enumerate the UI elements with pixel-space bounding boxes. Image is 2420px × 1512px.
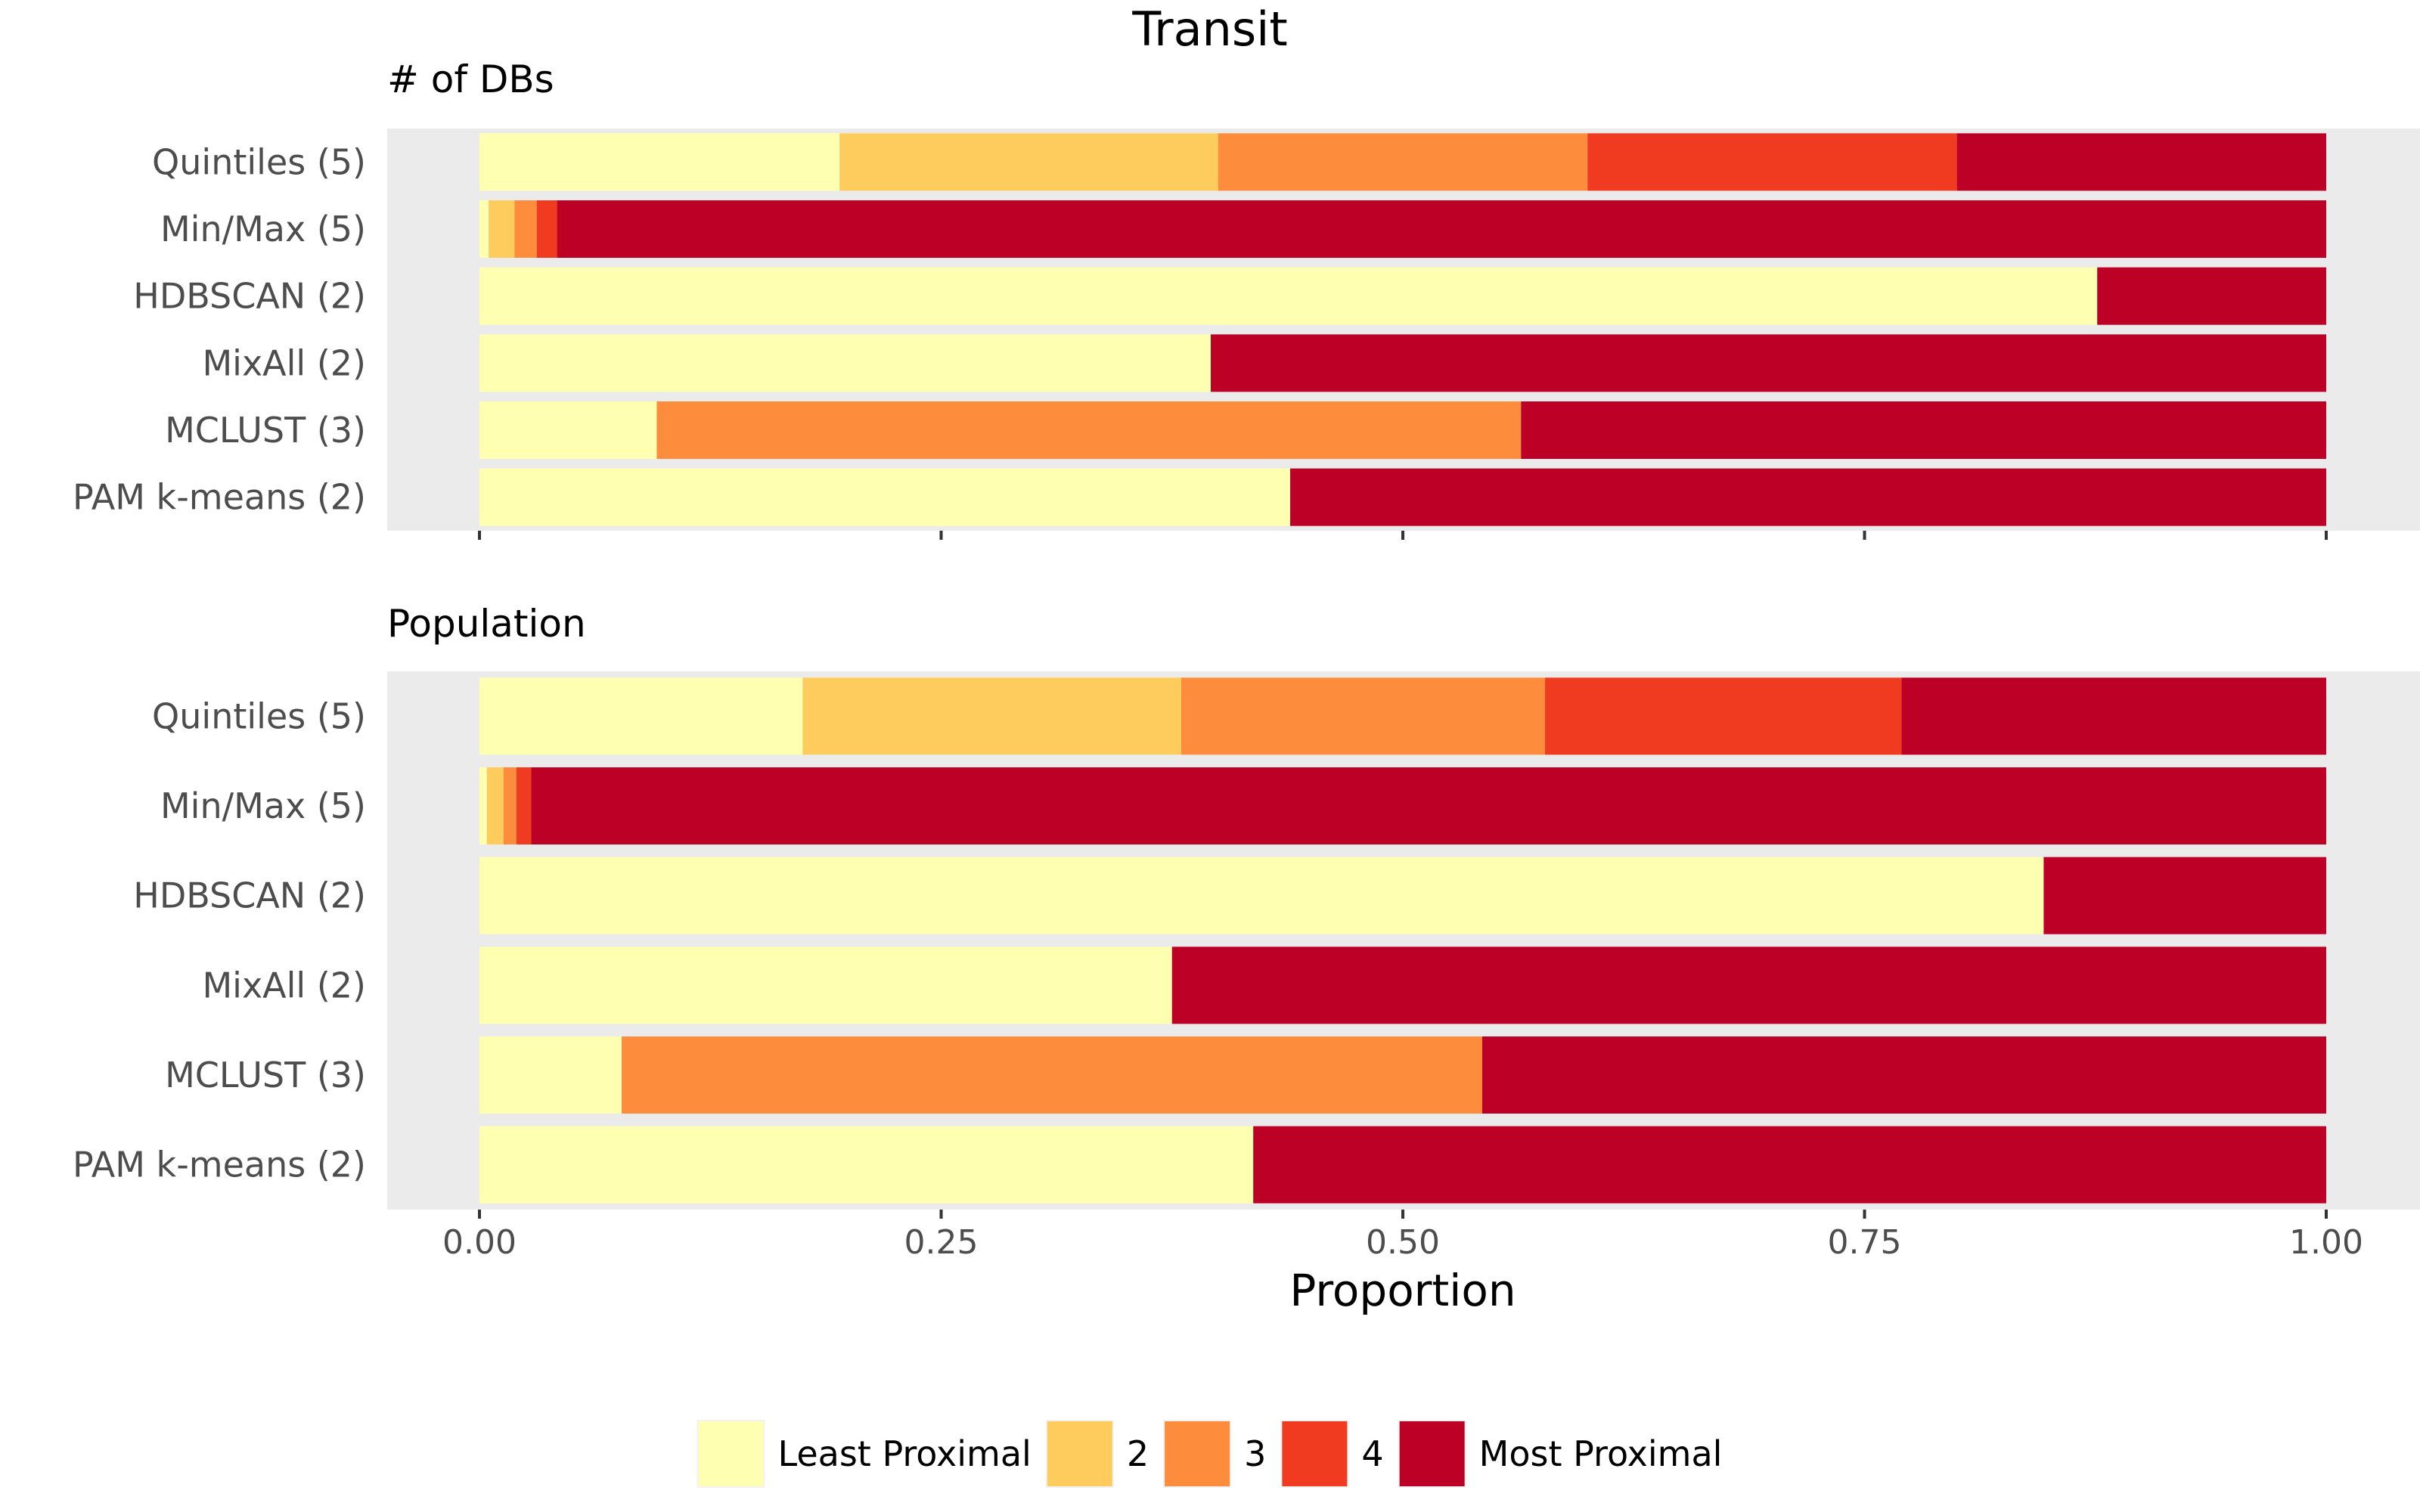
- bar-segment-min-max-5-3: [514, 200, 537, 258]
- bar-segment-mixall-2-least-proximal: [479, 947, 1172, 1024]
- legend-key-3: [1163, 1420, 1232, 1488]
- legend-key-2: [1045, 1420, 1114, 1488]
- legend-key-4: [1280, 1420, 1349, 1488]
- y-axis-labels-count-dbs: Quintiles (5) Min/Max (5) HDBSCAN (2) MixAl…: [73, 141, 366, 517]
- bar-segment-min-max-5-4: [536, 200, 557, 258]
- bar-segment-mclust-3-least-proximal: [479, 1036, 622, 1114]
- bar-segment-min-max-5-2: [489, 200, 515, 258]
- y-axis-label: MCLUST (3): [165, 1055, 366, 1095]
- bar-segment-mclust-3-3: [622, 1036, 1483, 1114]
- y-axis-label: Min/Max (5): [160, 209, 366, 249]
- bar-segment-hdbscan-2-most-proximal: [2043, 857, 2326, 934]
- legend-key-least-proximal: [697, 1420, 765, 1488]
- y-axis-label: HDBSCAN (2): [133, 276, 366, 317]
- bar-segment-quintiles-5-3: [1218, 133, 1588, 191]
- bar-segment-quintiles-5-most-proximal: [1901, 677, 2326, 755]
- bar-group-count-dbs: [479, 133, 2327, 526]
- y-axis-label: MCLUST (3): [165, 410, 366, 451]
- y-axis-label: Quintiles (5): [152, 141, 366, 182]
- panel-background: [387, 671, 2420, 1210]
- legend-label: 3: [1244, 1433, 1266, 1474]
- bar-segment-quintiles-5-4: [1545, 677, 1902, 755]
- bar-segment-mixall-2-least-proximal: [479, 334, 1212, 392]
- bar-segment-pam-k-means-2-least-proximal: [479, 468, 1291, 526]
- bar-segment-mclust-3-most-proximal: [1482, 1036, 2326, 1114]
- x-axis-ticks-population: 0.00 0.25 0.50 0.75 1.00: [442, 1210, 2363, 1262]
- panel-title-population: Population: [387, 602, 586, 646]
- panel-background: [387, 129, 2420, 531]
- legend-label: 4: [1361, 1433, 1383, 1474]
- bar-segment-min-max-5-least-proximal: [479, 200, 489, 258]
- y-axis-label: PAM k-means (2): [73, 1145, 366, 1185]
- bar-segment-mclust-3-most-proximal: [1521, 401, 2326, 459]
- bar-segment-mixall-2-most-proximal: [1171, 947, 2326, 1024]
- panel-count-dbs: # of DBs Quintiles (5) Min/Max (5) HDBSCAN…: [73, 57, 2420, 540]
- x-axis-tick-label: 0.50: [1366, 1223, 1440, 1262]
- y-axis-labels-population: Quintiles (5) Min/Max (5) HDBSCAN (2) MixAl…: [73, 696, 366, 1185]
- x-axis-tick-label: 0.00: [442, 1223, 517, 1262]
- bar-group-population: [479, 677, 2326, 1204]
- y-axis-label: Quintiles (5): [152, 696, 366, 736]
- y-axis-label: PAM k-means (2): [73, 477, 366, 518]
- bar-segment-quintiles-5-3: [1181, 677, 1546, 755]
- bar-segment-quintiles-5-most-proximal: [1956, 133, 2326, 191]
- panel-population: Population Quintiles (5) Min/Max (5) HDBSC…: [73, 602, 2420, 1262]
- bar-segment-pam-k-means-2-most-proximal: [1253, 1126, 2326, 1204]
- bar-segment-min-max-5-most-proximal: [531, 767, 2326, 844]
- bar-segment-quintiles-5-least-proximal: [479, 133, 840, 191]
- bar-segment-min-max-5-3: [503, 767, 517, 844]
- x-axis-label: Proportion: [1289, 1265, 1516, 1316]
- x-axis-tick-label: 0.25: [904, 1223, 979, 1262]
- bar-segment-pam-k-means-2-least-proximal: [479, 1126, 1254, 1204]
- bar-segment-hdbscan-2-least-proximal: [479, 267, 2098, 325]
- bar-segment-min-max-5-most-proximal: [557, 200, 2327, 258]
- legend: Least Proximal 2 3 4 Most Proximal: [697, 1420, 1723, 1488]
- bar-segment-mixall-2-most-proximal: [1211, 334, 2326, 392]
- bar-segment-quintiles-5-least-proximal: [479, 677, 803, 755]
- bar-segment-min-max-5-4: [516, 767, 532, 844]
- legend-label: Least Proximal: [778, 1433, 1032, 1474]
- panel-title-count-dbs: # of DBs: [387, 57, 554, 101]
- bar-segment-mclust-3-3: [656, 401, 1522, 459]
- bar-segment-quintiles-5-2: [839, 133, 1218, 191]
- legend-label: 2: [1127, 1433, 1149, 1474]
- legend-label: Most Proximal: [1479, 1433, 1723, 1474]
- y-axis-label: MixAll (2): [202, 965, 366, 1005]
- y-axis-label: Min/Max (5): [160, 785, 366, 826]
- y-axis-label: MixAll (2): [202, 342, 366, 383]
- bar-segment-quintiles-5-4: [1587, 133, 1957, 191]
- bar-segment-hdbscan-2-least-proximal: [479, 857, 2044, 934]
- y-axis-label: HDBSCAN (2): [133, 875, 366, 916]
- chart-title: Transit: [1131, 2, 1287, 57]
- bar-segment-quintiles-5-2: [802, 677, 1181, 755]
- bar-segment-min-max-5-least-proximal: [479, 767, 487, 844]
- x-axis-tick-label: 0.75: [1828, 1223, 1902, 1262]
- bar-segment-min-max-5-2: [486, 767, 504, 844]
- x-axis-ticks-count-dbs: [478, 531, 2328, 540]
- bar-segment-hdbscan-2-most-proximal: [2097, 267, 2326, 325]
- x-axis-tick-label: 1.00: [2289, 1223, 2363, 1262]
- bar-segment-pam-k-means-2-most-proximal: [1290, 468, 2326, 526]
- legend-key-most-proximal: [1398, 1420, 1466, 1488]
- bar-segment-mclust-3-least-proximal: [479, 401, 657, 459]
